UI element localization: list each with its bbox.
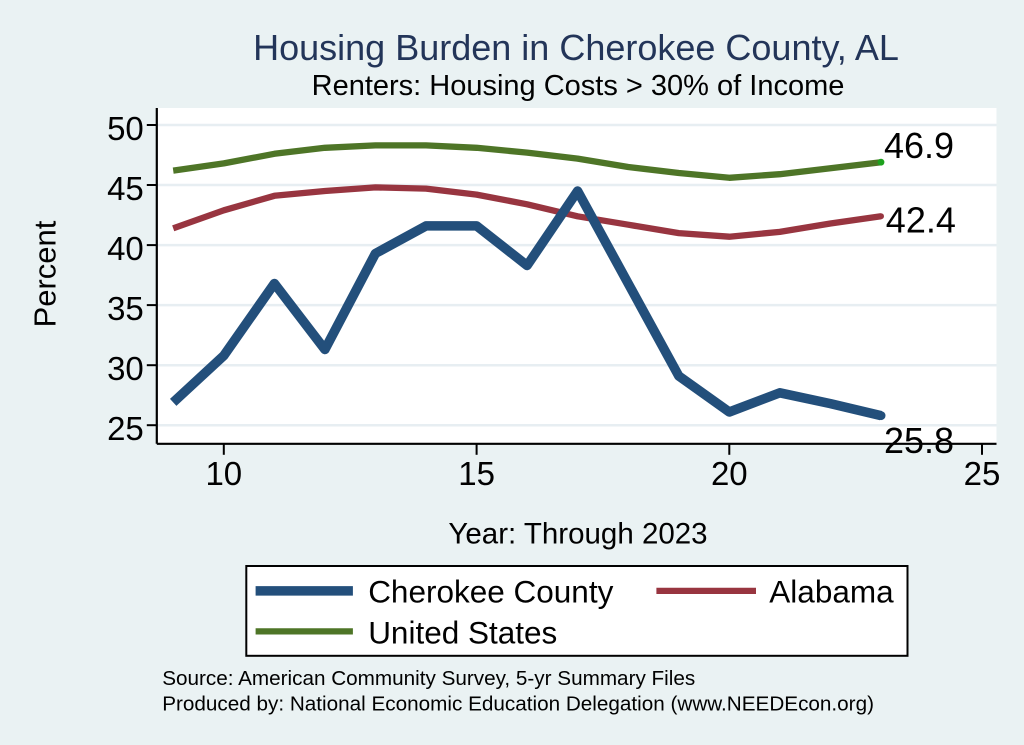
svg-text:Renters: Housing Costs > 30% o: Renters: Housing Costs > 30% of Income: [312, 70, 845, 102]
svg-text:Produced by: National Economic: Produced by: National Economic Education…: [162, 692, 874, 715]
svg-text:Source: American Community Sur: Source: American Community Survey, 5-yr …: [162, 667, 695, 690]
svg-text:Percent: Percent: [28, 220, 63, 327]
svg-text:20: 20: [711, 455, 748, 492]
svg-text:30: 30: [107, 350, 144, 387]
svg-text:United States: United States: [368, 615, 557, 651]
svg-text:35: 35: [107, 290, 144, 327]
svg-text:Cherokee County: Cherokee County: [368, 573, 613, 609]
svg-text:45: 45: [107, 170, 144, 207]
svg-text:Housing Burden in Cherokee Cou: Housing Burden in Cherokee County, AL: [253, 27, 899, 68]
svg-text:25: 25: [964, 455, 1001, 492]
svg-text:25: 25: [107, 410, 144, 447]
svg-text:46.9: 46.9: [884, 125, 954, 166]
svg-text:10: 10: [205, 455, 242, 492]
svg-text:15: 15: [458, 455, 495, 492]
svg-text:Year: Through 2023: Year: Through 2023: [448, 518, 707, 551]
svg-text:42.4: 42.4: [886, 200, 956, 241]
svg-text:40: 40: [107, 230, 144, 267]
svg-text:25.8: 25.8: [884, 420, 954, 461]
svg-text:Alabama: Alabama: [769, 573, 894, 609]
svg-text:50: 50: [107, 110, 144, 147]
